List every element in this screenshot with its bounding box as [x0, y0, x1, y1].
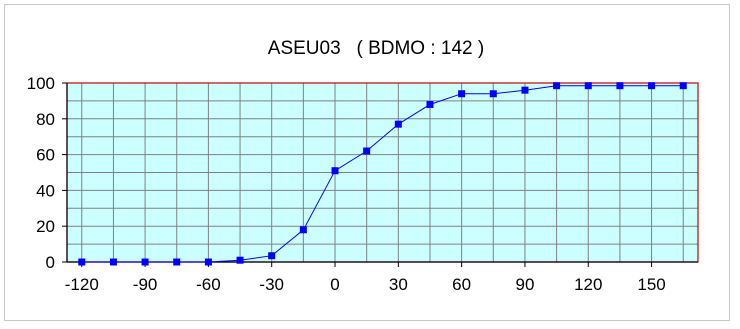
grid-lines	[67, 83, 698, 262]
y-tick-labels: 0 20 40 60 80 100	[27, 74, 67, 272]
x-tick-label: 30	[389, 275, 408, 294]
x-tick-label: 60	[452, 275, 471, 294]
y-tick-label: 0	[46, 253, 55, 272]
x-tick-label: 150	[637, 275, 665, 294]
data-point	[78, 258, 86, 266]
data-point	[331, 167, 339, 175]
data-point	[394, 120, 402, 128]
x-tick-label: 90	[515, 275, 534, 294]
data-point	[648, 82, 656, 90]
data-point	[204, 258, 212, 266]
data-point	[268, 252, 276, 260]
y-tick-label: 80	[36, 110, 55, 129]
x-tick-label: -120	[65, 275, 99, 294]
data-point	[521, 86, 529, 94]
data-point	[489, 90, 497, 98]
series-line	[81, 85, 684, 263]
data-point	[236, 256, 244, 264]
data-point	[173, 258, 181, 266]
y-tick-label: 60	[36, 146, 55, 165]
data-point	[679, 82, 687, 90]
y-tick-label: 20	[36, 217, 55, 236]
x-tick-label: -60	[196, 275, 221, 294]
x-tick-label: 0	[330, 275, 339, 294]
x-tick-label: -30	[259, 275, 284, 294]
chart-title: ASEU03 ( BDMO : 142 )	[268, 38, 484, 59]
x-tick-labels: -120 -90 -60 -30 0 30 60 90 120 150	[65, 262, 666, 294]
series-0	[78, 82, 687, 266]
y-tick-label: 100	[27, 74, 55, 93]
data-point	[109, 258, 117, 266]
data-point	[616, 82, 624, 90]
data-point	[141, 258, 149, 266]
y-tick-label: 40	[36, 181, 55, 200]
x-tick-label: 120	[574, 275, 602, 294]
data-point	[299, 226, 307, 234]
data-point	[458, 90, 466, 98]
data-point	[553, 82, 561, 90]
data-point	[426, 100, 434, 108]
x-tick-label: -90	[133, 275, 158, 294]
data-point	[584, 82, 592, 90]
data-point	[363, 147, 371, 155]
